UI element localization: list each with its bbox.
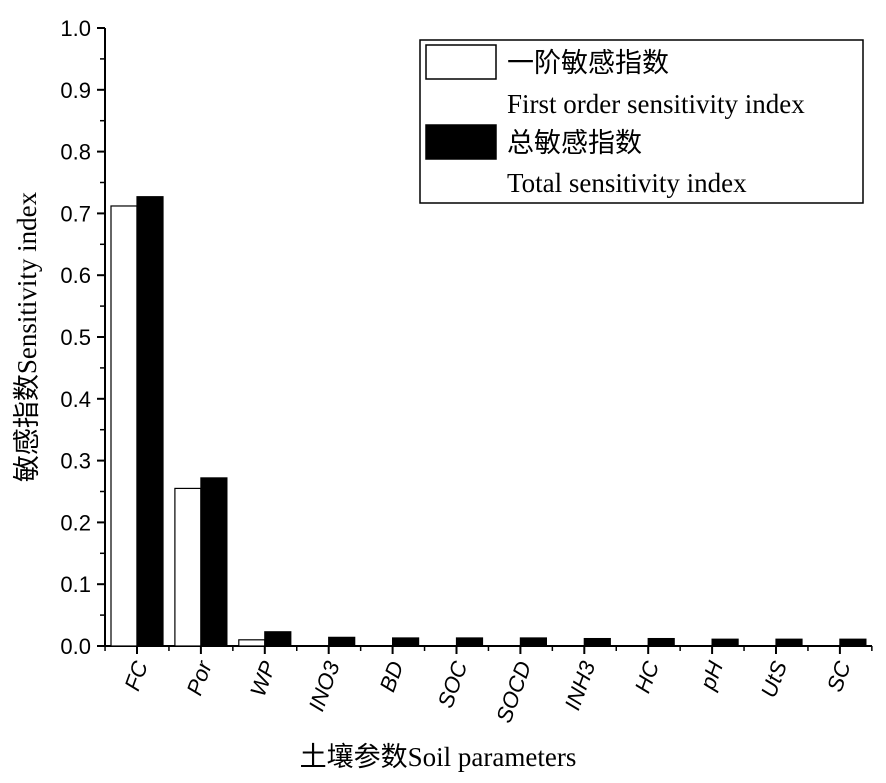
y-tick-label: 0.3 (60, 449, 91, 474)
legend-label-total-en: Total sensitivity index (507, 168, 747, 198)
x-tick-label: SC (822, 658, 856, 695)
y-tick-label: 0.2 (60, 510, 91, 535)
y-axis-title: 敏感指数Sensitivity index (12, 191, 42, 482)
y-tick-label: 0.5 (60, 325, 91, 350)
y-tick-label: 0.7 (60, 201, 91, 226)
bar-total-ph (711, 638, 739, 647)
x-tick-label: pH (695, 658, 728, 694)
x-tick-label: SOCD (491, 658, 536, 726)
legend: 一阶敏感指数 First order sensitivity index 总敏感… (419, 39, 864, 204)
x-tick-label: SOC (433, 658, 473, 711)
bar-total-ino3 (328, 636, 356, 647)
bar-total-por (200, 477, 228, 647)
x-tick-label: Por (182, 656, 218, 698)
x-tick-label: FC (119, 658, 153, 694)
x-tick-label: HC (630, 658, 664, 697)
bar-total-soc (455, 637, 484, 647)
x-tick-label: BD (375, 658, 409, 695)
bar-total-wp (264, 631, 292, 647)
bar-total-uts (775, 638, 803, 647)
legend-label-first-order-en: First order sensitivity index (507, 89, 805, 119)
x-tick-label: UtS (756, 657, 792, 700)
legend-swatch-total (425, 124, 497, 160)
bar-total-socd (519, 637, 548, 647)
bar-total-bd (392, 637, 420, 647)
legend-swatch-first-order (425, 44, 497, 80)
x-axis-title: 土壤参数Soil parameters (300, 742, 577, 772)
bar-first-order-por (174, 487, 202, 647)
y-tick-label: 0.0 (60, 634, 91, 659)
bar-total-hc (647, 637, 675, 647)
bar-total-sc (839, 638, 867, 647)
y-tick-label: 1.0 (60, 16, 91, 41)
legend-label-first-order-cn: 一阶敏感指数 (507, 48, 669, 78)
x-tick-label: INO3 (304, 657, 345, 715)
y-tick-label: 0.1 (60, 572, 91, 597)
y-tick-label: 0.4 (60, 387, 91, 412)
x-tick-label: INH3 (560, 657, 601, 713)
bar-total-inh3 (583, 637, 611, 647)
x-ticks: FC Por WP INO3 BD SOC SOCD INH3 HC pH UtS SC (104, 646, 873, 726)
bars (110, 196, 867, 647)
y-tick-label: 0.6 (60, 263, 91, 288)
legend-label-total-cn: 总敏感指数 (507, 128, 642, 158)
y-tick-label: 0.9 (60, 78, 91, 103)
x-tick-label: WP (245, 658, 281, 700)
y-ticks: 0.0 0.1 0.2 0.3 0.4 0.5 0.6 0.7 0.8 0.9 1.0 (60, 16, 105, 659)
bar-first-order-fc (110, 205, 138, 647)
y-tick-label: 0.8 (60, 140, 91, 165)
bar-first-order-wp (238, 639, 266, 647)
bar-total-fc (136, 196, 164, 647)
